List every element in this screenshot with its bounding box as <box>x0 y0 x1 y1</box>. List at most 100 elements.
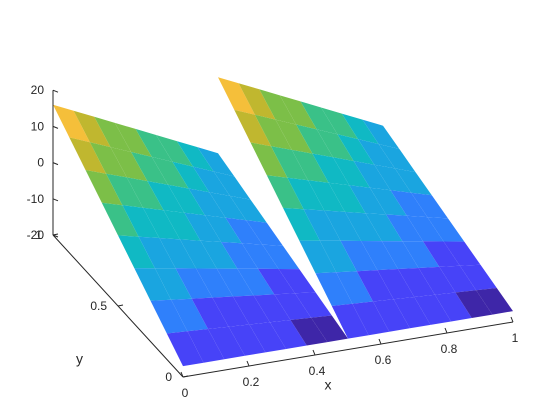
surface-patch <box>352 301 390 336</box>
z-tick-label: 10 <box>31 119 45 133</box>
surface-patch <box>393 297 431 329</box>
surface-patch <box>427 217 465 242</box>
surface-patch <box>299 240 337 274</box>
surface-patch <box>171 298 208 332</box>
z-tick-label: -20 <box>27 228 45 242</box>
x-tick <box>510 316 514 323</box>
surface-patch <box>172 161 210 193</box>
surface-patch <box>138 236 176 269</box>
surface-patch <box>337 134 375 165</box>
surface-patch <box>229 195 267 223</box>
surface-patch <box>73 110 111 148</box>
surface-patch <box>434 292 472 322</box>
surface-patch <box>246 220 283 246</box>
surface-patch <box>221 242 258 269</box>
surface-patch <box>147 181 185 213</box>
y-tick-label: 1 <box>35 228 42 242</box>
surface-patch <box>209 192 247 221</box>
surface-patch <box>204 215 242 244</box>
surface-patch <box>53 104 90 143</box>
surface-patch <box>154 268 192 300</box>
surface-patch <box>118 235 155 269</box>
surface-patch <box>374 164 412 193</box>
surface-patch <box>168 184 205 216</box>
x-tick-label: 0.6 <box>375 353 392 367</box>
surface-patch <box>303 209 341 241</box>
surface-patch <box>402 241 440 268</box>
surface-patch <box>406 215 444 242</box>
surface-patch <box>439 265 477 293</box>
surface-patch <box>258 268 295 295</box>
surface-patch <box>184 212 222 242</box>
z-tick <box>52 234 59 238</box>
surface-patch <box>290 317 328 346</box>
surface-patch <box>250 142 288 178</box>
surface-patch <box>365 213 403 242</box>
y-tick <box>117 304 124 307</box>
surface-patch <box>156 135 193 167</box>
surface-patch <box>381 241 419 269</box>
z-tick-label: 20 <box>31 83 45 97</box>
surface-patch <box>238 83 276 120</box>
surface-patch <box>126 177 164 211</box>
surface-patch <box>296 124 333 158</box>
y-tick-label: 0.5 <box>90 299 107 313</box>
surface-patch <box>249 322 287 353</box>
surface-patch <box>358 139 395 169</box>
surface-patch <box>274 293 312 320</box>
surface-patch <box>166 331 204 367</box>
surface-patch <box>349 185 387 215</box>
surface-patch <box>278 269 316 294</box>
surface-patch <box>89 142 127 178</box>
y-tick-label: 0 <box>165 370 172 384</box>
z-tick-label: -10 <box>27 192 45 206</box>
surface-patch <box>159 238 197 269</box>
surface-patch <box>241 243 279 269</box>
surface-patch <box>398 268 435 297</box>
x-tick-label: 1 <box>512 331 519 345</box>
surface-patch <box>85 170 123 206</box>
surface-patch <box>319 240 357 273</box>
surface-patch <box>193 166 230 196</box>
surface-patch <box>356 270 394 302</box>
surface-patch <box>394 168 432 196</box>
surface-patch <box>101 202 139 237</box>
x-tick-label: 0.8 <box>441 342 458 356</box>
surface-patch <box>362 119 400 149</box>
surface-patch <box>378 144 416 173</box>
surface-patch <box>143 207 180 240</box>
surface-patch <box>234 109 272 147</box>
x-tick <box>312 349 316 356</box>
surface-patch <box>176 141 214 172</box>
surface-patch <box>134 268 172 301</box>
surface-patch <box>233 295 270 325</box>
surface-patch <box>271 146 308 181</box>
y-tick <box>182 375 189 378</box>
surface-patches <box>53 77 513 367</box>
surface-patch <box>212 296 250 327</box>
x-axis-label: x <box>325 377 332 393</box>
surface-patch <box>324 210 362 241</box>
surface-patch <box>254 114 292 150</box>
surface-patch <box>340 240 378 272</box>
surface-patch <box>316 129 354 161</box>
surface-patch <box>353 161 391 191</box>
x-axis-line <box>182 321 514 378</box>
surface-patch <box>336 271 373 304</box>
surface-patch <box>179 239 217 269</box>
surface-patch <box>228 324 266 356</box>
x-tick <box>378 338 382 345</box>
surface-patch <box>328 182 366 214</box>
surface-patch <box>114 122 152 157</box>
surface-patch <box>253 294 291 323</box>
surface-patch <box>213 171 251 200</box>
surface-patch <box>196 268 233 298</box>
surface-patch <box>218 77 255 115</box>
surface-patch <box>269 320 307 349</box>
x-tick <box>246 360 250 367</box>
surface-patch <box>216 268 254 297</box>
surface-patch <box>200 240 238 269</box>
surface-patch <box>197 147 235 177</box>
surface-patch <box>110 147 148 182</box>
